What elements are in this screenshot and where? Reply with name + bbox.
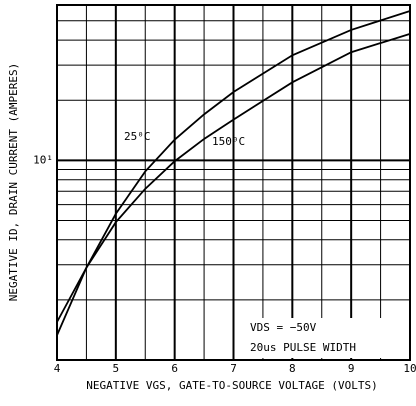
x-tick-label: 10 bbox=[403, 362, 416, 375]
note-box bbox=[240, 318, 408, 358]
line-series bbox=[56, 33, 411, 323]
annotation: VDS = −50V bbox=[250, 321, 317, 334]
x-tick-label: 8 bbox=[289, 362, 296, 375]
x-tick-label: 6 bbox=[171, 362, 178, 375]
annotation: 20us PULSE WIDTH bbox=[250, 341, 356, 354]
series-label: 25⁰C bbox=[124, 130, 151, 143]
x-tick-label: 4 bbox=[54, 362, 61, 375]
x-tick-label: 9 bbox=[348, 362, 355, 375]
x-tick-label: 5 bbox=[113, 362, 120, 375]
series-label: 150⁰C bbox=[212, 135, 245, 148]
x-tick-label: 7 bbox=[230, 362, 237, 375]
y-tick-label: 10¹ bbox=[33, 153, 53, 166]
y-axis-label: NEGATIVE ID, DRAIN CURRENT (AMPERES) bbox=[7, 63, 20, 301]
x-axis-label: NEGATIVE VGS, GATE-TO-SOURCE VOLTAGE (VO… bbox=[86, 379, 377, 392]
line-series bbox=[56, 10, 411, 336]
